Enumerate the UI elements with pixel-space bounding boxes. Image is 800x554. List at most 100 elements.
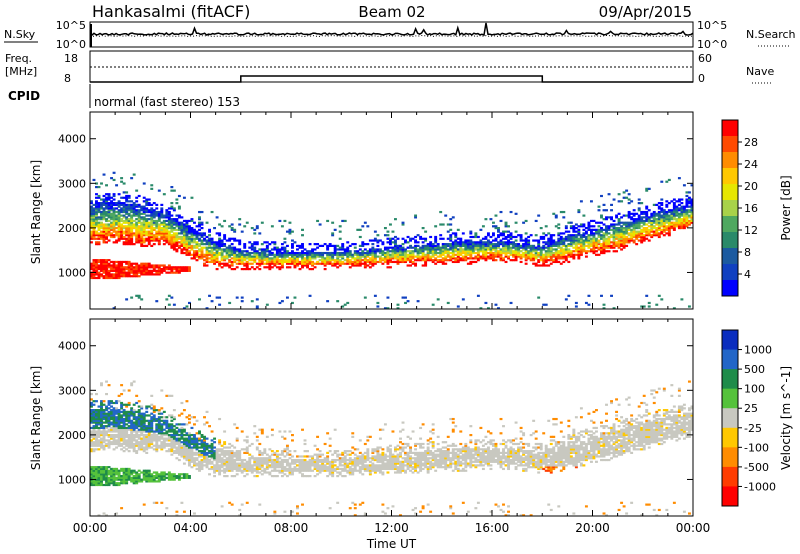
velocity-cell — [165, 437, 169, 440]
power-cell — [615, 241, 619, 244]
power-cell — [175, 271, 179, 274]
power-cell — [615, 237, 619, 240]
power-cell — [110, 228, 114, 231]
velocity-cell — [95, 437, 98, 440]
power-cell — [622, 239, 626, 242]
power-cell — [424, 253, 428, 256]
velocity-cell — [175, 510, 179, 513]
power-cell — [341, 257, 345, 260]
velocity-cell — [130, 437, 134, 440]
velocity-cell — [150, 417, 154, 421]
velocity-cell — [182, 423, 186, 426]
power-cell — [637, 234, 641, 237]
power-cell — [293, 262, 297, 265]
power-cell — [125, 212, 129, 215]
power-cell — [100, 237, 103, 240]
power-cell — [539, 264, 543, 267]
power-cell — [112, 269, 116, 272]
power-cell — [100, 214, 103, 217]
power-cell — [376, 241, 380, 244]
velocity-cell — [190, 439, 194, 442]
power-cell — [203, 234, 206, 237]
velocity-cell — [193, 453, 196, 456]
velocity-cell — [110, 416, 114, 419]
velocity-cell — [120, 507, 124, 510]
power-cell — [612, 198, 616, 201]
power-cell — [291, 250, 294, 253]
velocity-cell — [137, 428, 141, 431]
power-cell — [451, 232, 455, 235]
power-cell — [685, 198, 689, 201]
power-cell — [471, 243, 475, 246]
power-cell — [205, 239, 209, 242]
velocity-cell — [110, 480, 114, 483]
power-cell — [652, 214, 656, 217]
power-cell — [268, 268, 272, 271]
power-cell — [318, 244, 322, 247]
power-cell — [203, 255, 206, 258]
power-cell — [366, 255, 370, 258]
power-cell — [193, 221, 196, 224]
power-cell — [250, 251, 254, 255]
power-cell — [218, 234, 222, 237]
power-cell — [564, 230, 568, 233]
power-cell — [303, 253, 307, 256]
velocity-cell — [110, 482, 114, 485]
power-cell — [112, 219, 116, 223]
power-cell — [589, 248, 593, 251]
velocity-cell — [127, 421, 131, 424]
velocity-cell — [115, 426, 119, 430]
power-cell — [107, 273, 111, 276]
power-cell — [499, 257, 503, 260]
power-cell — [559, 246, 563, 249]
velocity-cell — [175, 514, 179, 517]
power-cell — [449, 251, 453, 255]
power-cell — [95, 230, 98, 233]
power-cell — [122, 202, 126, 205]
velocity-cell — [175, 437, 179, 440]
power-cell — [562, 237, 566, 240]
power-cell — [238, 243, 242, 246]
power-cell — [127, 232, 131, 235]
velocity-cell — [102, 476, 106, 479]
power-cell — [383, 246, 387, 249]
power-cell — [152, 216, 156, 219]
power-cell — [376, 248, 380, 251]
velocity-cell — [130, 446, 134, 449]
power-cell — [313, 243, 317, 246]
velocity-cell — [175, 426, 179, 430]
velocity-cell — [100, 441, 103, 444]
power-cell — [574, 241, 578, 244]
power-cell — [446, 223, 450, 226]
power-cell — [602, 235, 606, 239]
power-cell — [456, 251, 460, 255]
power-cell — [250, 243, 254, 246]
velocity-cell — [142, 437, 146, 440]
velocity-cell — [95, 435, 98, 438]
power-cell — [218, 296, 222, 299]
velocity-cell — [107, 433, 111, 437]
velocity-cell — [95, 410, 98, 413]
power-cell — [308, 251, 312, 255]
velocity-cell — [203, 450, 206, 453]
power-cell — [617, 228, 621, 231]
velocity-cell — [125, 439, 129, 442]
power-cell — [687, 214, 691, 217]
velocity-cell — [137, 417, 141, 421]
velocity-cell — [205, 444, 209, 447]
power-cell — [494, 239, 498, 242]
power-cell — [492, 246, 495, 249]
power-cell — [291, 230, 294, 233]
power-cell — [235, 239, 239, 242]
power-cell — [574, 234, 578, 237]
power-cell — [391, 237, 395, 240]
power-cell — [670, 221, 674, 224]
power-cell — [497, 246, 500, 249]
power-cell — [112, 241, 116, 244]
power-cell — [238, 250, 242, 253]
power-cell — [147, 235, 151, 239]
power-cell — [514, 257, 518, 260]
velocity-cell — [127, 442, 131, 446]
power-cell — [127, 228, 131, 231]
power-cell — [125, 194, 129, 198]
